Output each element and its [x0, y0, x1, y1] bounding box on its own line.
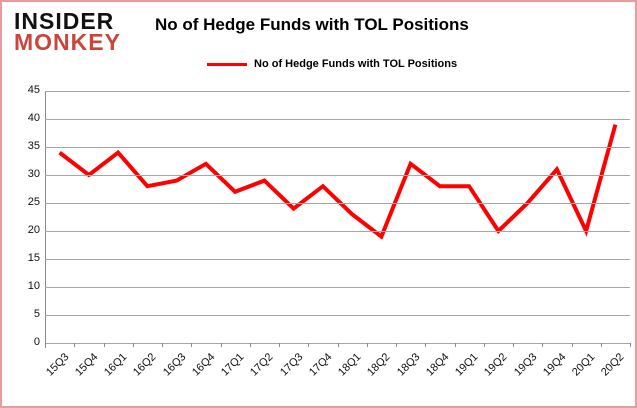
x-axis-tick — [483, 343, 485, 347]
y-axis-label: 45 — [27, 84, 40, 96]
x-axis-label: 19Q3 — [511, 351, 540, 379]
x-axis-tick — [308, 343, 310, 347]
x-axis-label: 20Q2 — [599, 351, 627, 379]
x-axis-tick — [337, 343, 339, 347]
x-axis-tick — [630, 343, 631, 347]
y-axis-labels: 45 40 35 30 25 20 15 10 5 0 — [2, 2, 42, 406]
x-axis-label: 19Q1 — [453, 351, 481, 379]
x-axis-label: 16Q1 — [102, 351, 130, 379]
y-axis-label: 40 — [27, 112, 40, 124]
x-axis-label: 20Q1 — [570, 351, 598, 379]
y-axis-label: 35 — [27, 140, 40, 152]
x-axis-label: 16Q4 — [189, 351, 218, 379]
y-axis-label: 25 — [27, 196, 40, 208]
gridline — [45, 119, 630, 120]
x-axis-tick — [103, 343, 105, 347]
x-axis-label: 16Q3 — [160, 351, 189, 379]
legend-line-swatch — [207, 62, 247, 66]
y-axis-line — [45, 91, 46, 348]
plot-area: 15Q3 15Q4 16Q1 16Q2 16Q3 16Q4 17Q1 17Q2 17Q3 17Q4… — [44, 91, 631, 379]
gridline — [45, 91, 630, 92]
x-axis-tick — [74, 343, 76, 347]
x-axis-tick — [279, 343, 280, 347]
x-axis-tick — [132, 343, 134, 347]
x-axis-label: 18Q4 — [423, 351, 452, 379]
series-line — [58, 124, 618, 240]
x-axis-tick — [191, 343, 193, 347]
y-axis-label: 10 — [27, 280, 40, 292]
x-axis-label: 18Q1 — [336, 351, 364, 379]
x-axis-tick — [542, 343, 544, 347]
x-axis-label: 18Q3 — [394, 351, 423, 379]
x-axis-label: 17Q3 — [277, 351, 306, 379]
gridline — [45, 203, 630, 204]
legend-label: No of Hedge Funds with TOL Positions — [254, 58, 458, 70]
x-axis-tick — [454, 343, 456, 347]
x-axis-label: 17Q1 — [219, 351, 247, 379]
x-axis-label: 15Q4 — [72, 351, 101, 379]
x-axis-label: 17Q2 — [248, 351, 276, 379]
x-axis-label: 18Q2 — [365, 351, 393, 379]
x-axis-label: 19Q2 — [482, 351, 510, 379]
gridline — [45, 147, 630, 148]
series-chart — [58, 124, 618, 240]
x-axis-label: 15Q3 — [43, 351, 72, 379]
legend: No of Hedge Funds with TOL Positions — [207, 57, 457, 71]
y-axis-label: 15 — [27, 252, 40, 264]
monkey-wordmark: MONKEY — [14, 29, 121, 55]
gridline — [45, 259, 630, 260]
x-axis-tick — [513, 343, 514, 347]
x-axis-tick — [220, 343, 222, 347]
insider-monkey-logo: INSIDER MONKEY — [14, 10, 121, 54]
x-axis-tick — [249, 343, 251, 347]
gridline — [45, 175, 630, 176]
chart-title: No of Hedge Funds with TOL Positions — [155, 15, 469, 34]
x-axis-tick — [162, 343, 163, 347]
y-axis-label: 5 — [33, 308, 40, 320]
x-axis-label: 19Q4 — [540, 351, 569, 379]
gridline — [45, 231, 630, 232]
x-axis-tick — [45, 343, 46, 347]
y-axis-label: 30 — [27, 168, 40, 180]
gridline — [45, 287, 630, 288]
y-axis-label: 20 — [27, 224, 40, 236]
x-axis-tick — [600, 343, 602, 347]
x-axis-label: 17Q4 — [306, 351, 335, 379]
y-axis-label: 0 — [33, 336, 40, 348]
x-axis-tick — [396, 343, 397, 347]
x-axis-tick — [571, 343, 573, 347]
x-axis-tick — [425, 343, 427, 347]
x-axis-tick — [366, 343, 368, 347]
insider-wordmark: INSIDER — [14, 8, 115, 34]
gridline — [45, 315, 630, 316]
x-axis-label: 16Q2 — [131, 351, 159, 379]
